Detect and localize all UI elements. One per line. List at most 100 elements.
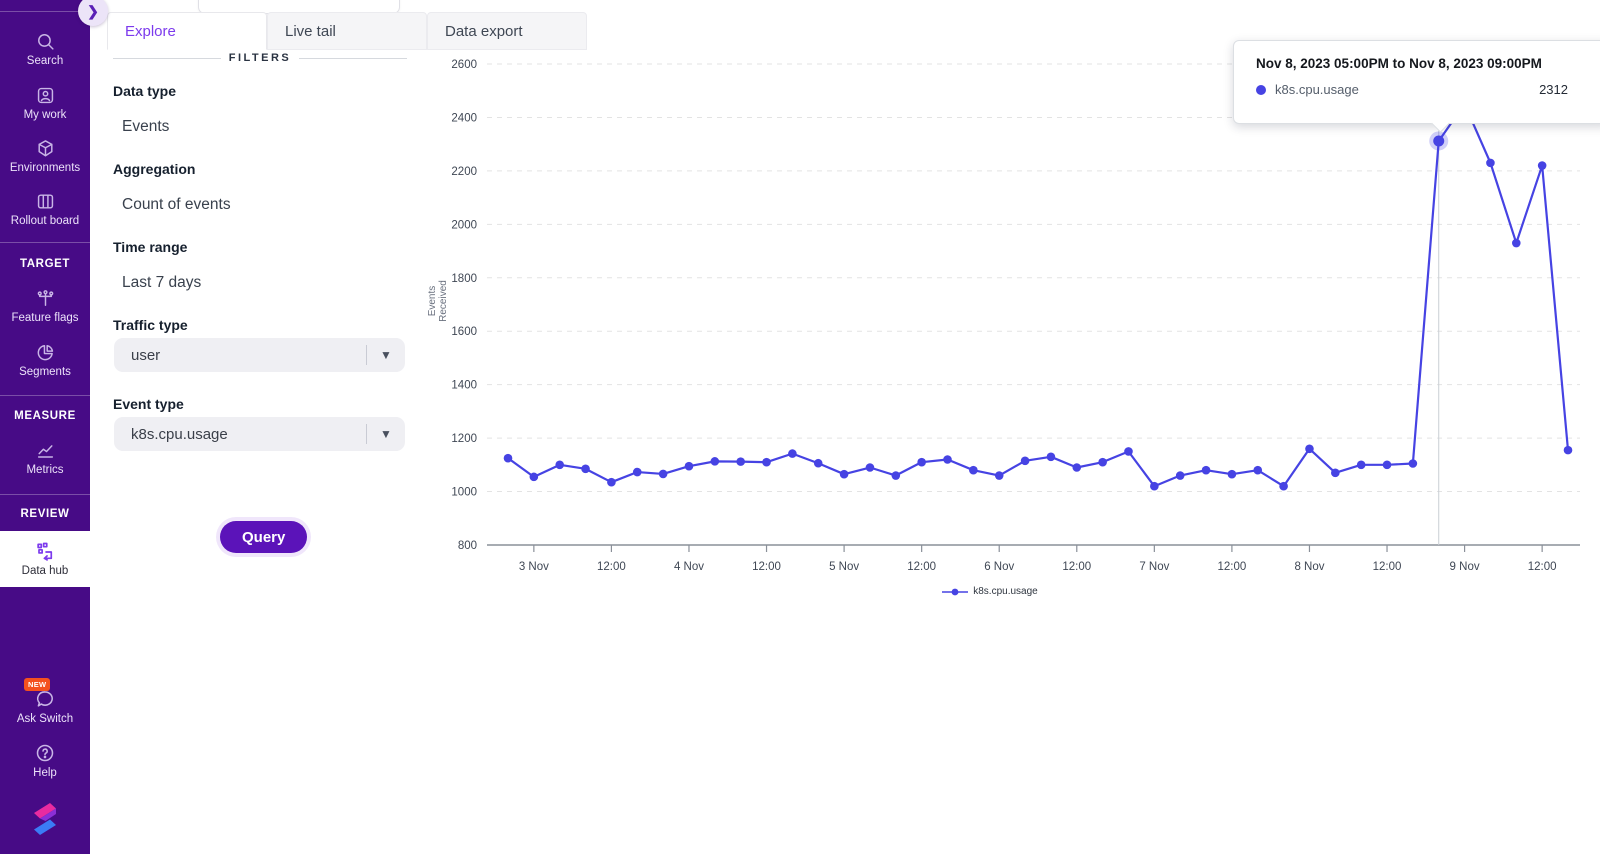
sidebar-item-data-hub[interactable]: Data hub — [0, 531, 90, 587]
select-divider — [366, 345, 367, 365]
tab-live-tail[interactable]: Live tail — [267, 12, 427, 50]
data-point[interactable] — [1072, 463, 1082, 472]
data-point[interactable] — [943, 455, 952, 464]
x-tick-label: 3 Nov — [519, 561, 549, 573]
data-point[interactable] — [529, 472, 539, 482]
data-point[interactable] — [1408, 459, 1418, 468]
data-point[interactable] — [1563, 445, 1573, 455]
filters-heading: FILTERS — [113, 52, 408, 64]
select-event-type[interactable]: k8s.cpu.usage ▼ — [114, 417, 405, 451]
sidebar-item-ask-switch[interactable]: Ask Switch NEW — [0, 678, 90, 725]
chart-tooltip: Nov 8, 2023 05:00PM to Nov 8, 2023 09:00… — [1233, 40, 1600, 133]
data-point[interactable] — [1020, 456, 1030, 466]
data-point[interactable] — [891, 471, 901, 480]
data-point[interactable] — [684, 461, 694, 471]
chevron-down-icon: ▼ — [380, 348, 392, 362]
data-point[interactable] — [839, 469, 849, 479]
y-tick-label: 2200 — [451, 166, 477, 178]
sidebar-item-feature-flags[interactable]: Feature flags — [0, 288, 90, 324]
tab-explore[interactable]: Explore — [107, 12, 267, 50]
x-tick-label: 4 Nov — [674, 561, 704, 573]
y-tick-label: 2400 — [451, 112, 477, 124]
sidebar-item-help[interactable]: Help — [0, 742, 90, 779]
data-point[interactable] — [1227, 469, 1237, 479]
data-point[interactable] — [1098, 457, 1107, 467]
data-point[interactable] — [1382, 460, 1392, 470]
data-point[interactable] — [632, 467, 642, 477]
highlighted-data-point[interactable] — [1433, 135, 1445, 147]
data-point[interactable] — [762, 457, 771, 467]
tooltip-series-value: 2312 — [1539, 82, 1568, 97]
x-tick-label: 12:00 — [597, 561, 626, 573]
y-tick-label: 1400 — [451, 380, 477, 392]
y-tick-label: 1200 — [451, 433, 477, 445]
data-point[interactable] — [1331, 468, 1340, 478]
sidebar-item-label: Feature flags — [11, 312, 79, 324]
sidebar-item-my-work[interactable]: My work — [0, 85, 90, 121]
x-tick-label: 7 Nov — [1139, 561, 1169, 573]
sidebar-section-review: REVIEW — [20, 508, 70, 520]
sidebar-expand-button[interactable]: ❯ — [78, 0, 108, 26]
tab-data-export[interactable]: Data export — [427, 12, 587, 50]
x-tick-label: 8 Nov — [1294, 561, 1324, 573]
x-tick-label: 5 Nov — [829, 561, 859, 573]
data-point[interactable] — [1201, 465, 1211, 475]
data-point[interactable] — [1253, 465, 1263, 475]
data-point[interactable] — [503, 453, 513, 463]
data-point[interactable] — [1486, 158, 1495, 168]
cube-icon — [35, 138, 56, 159]
filter-value-data-type[interactable]: Events — [122, 118, 170, 135]
filter-label-time-range: Time range — [113, 239, 188, 255]
y-tick-label: 1800 — [451, 273, 477, 285]
data-point[interactable] — [1124, 447, 1133, 456]
sidebar-item-search[interactable]: Search — [0, 31, 90, 67]
query-button[interactable]: Query — [220, 521, 308, 553]
data-point[interactable] — [1175, 471, 1185, 480]
data-point[interactable] — [736, 457, 745, 466]
filter-value-aggregation[interactable]: Count of events — [122, 196, 231, 213]
x-tick-label: 12:00 — [1062, 561, 1091, 573]
data-point[interactable] — [788, 449, 797, 458]
sidebar-item-metrics[interactable]: Metrics — [0, 440, 90, 476]
metrics-chart-icon — [35, 440, 56, 461]
select-traffic-type[interactable]: user ▼ — [114, 338, 405, 372]
sidebar-item-rollout-board[interactable]: Rollout board — [0, 191, 90, 227]
user-card-icon — [35, 85, 56, 106]
data-point[interactable] — [865, 463, 875, 472]
board-columns-icon — [35, 191, 56, 212]
divider — [299, 57, 408, 59]
chart-legend[interactable]: k8s.cpu.usage — [400, 586, 1580, 597]
data-point[interactable] — [1356, 460, 1366, 470]
sidebar-divider — [0, 11, 90, 12]
data-point[interactable] — [555, 460, 565, 470]
data-point[interactable] — [710, 457, 720, 466]
filter-value-time-range[interactable]: Last 7 days — [122, 274, 202, 291]
data-point[interactable] — [1305, 444, 1314, 454]
sidebar-item-segments[interactable]: Segments — [0, 342, 90, 378]
data-point[interactable] — [969, 465, 978, 475]
data-point[interactable] — [581, 464, 590, 474]
sidebar-divider — [0, 494, 90, 495]
data-point[interactable] — [1150, 481, 1159, 491]
data-point[interactable] — [994, 471, 1004, 480]
sidebar-item-label: Search — [26, 55, 64, 67]
switch-logo-icon — [29, 800, 61, 843]
select-value: user — [131, 346, 161, 364]
sidebar-item-label: Segments — [19, 366, 71, 378]
data-point[interactable] — [607, 477, 616, 487]
data-point[interactable] — [658, 469, 668, 479]
data-point[interactable] — [1046, 452, 1056, 462]
x-tick-label: 12:00 — [1528, 561, 1557, 573]
data-point[interactable] — [1537, 161, 1547, 170]
sidebar-item-label: Rollout board — [10, 215, 80, 227]
data-point[interactable] — [813, 458, 823, 468]
data-point[interactable] — [917, 457, 926, 467]
data-point[interactable] — [1279, 481, 1288, 491]
x-tick-label: 6 Nov — [984, 561, 1014, 573]
legend-marker-icon — [942, 588, 969, 595]
data-point[interactable] — [1511, 238, 1521, 248]
x-tick-label: 12:00 — [752, 561, 781, 573]
sidebar-item-environments[interactable]: Environments — [0, 138, 90, 174]
select-divider — [366, 424, 367, 444]
